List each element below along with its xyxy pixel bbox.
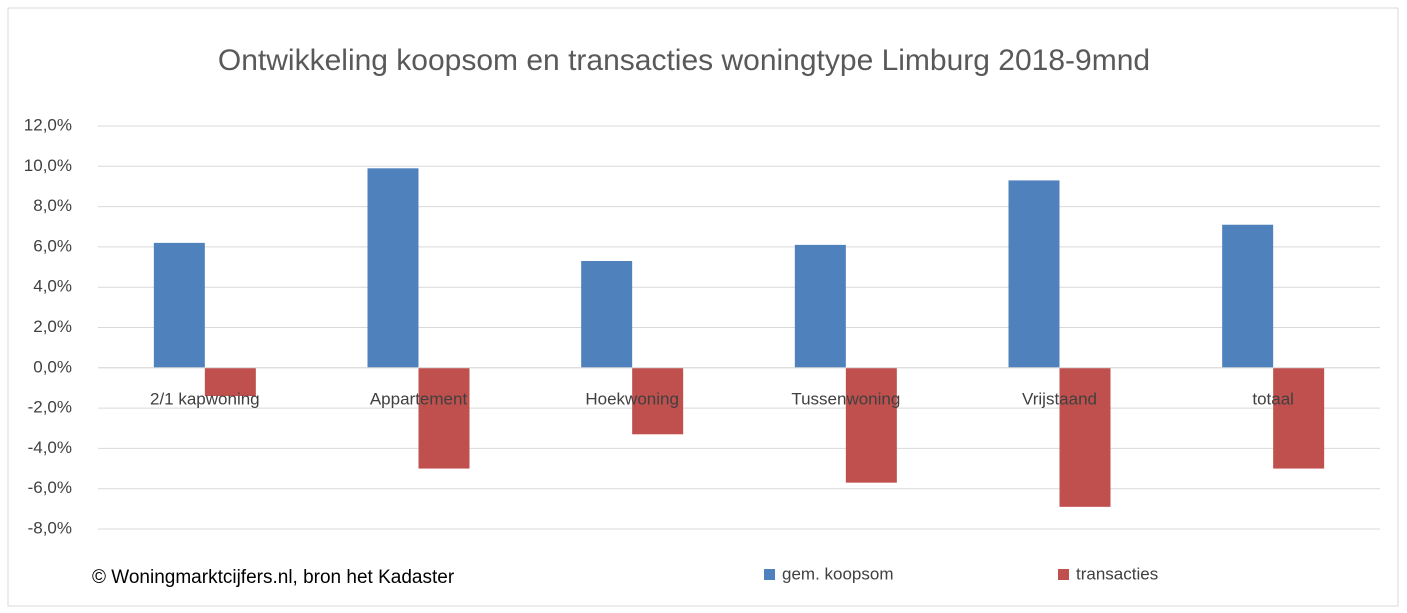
y-tick-label: -6,0% bbox=[28, 478, 72, 497]
x-tick-label: Vrijstaand bbox=[1022, 389, 1097, 408]
chart-title: Ontwikkeling koopsom en transacties woni… bbox=[218, 44, 1150, 77]
bar bbox=[367, 168, 419, 368]
y-tick-label: -8,0% bbox=[28, 518, 72, 537]
bar bbox=[1059, 367, 1111, 507]
bar bbox=[1008, 180, 1060, 368]
x-tick-label: Hoekwoning bbox=[585, 389, 679, 408]
x-tick-label: 2/1 kapwoning bbox=[150, 389, 260, 408]
bar bbox=[632, 367, 684, 435]
y-tick-label: 8,0% bbox=[33, 196, 72, 215]
annotation: © Woningmarktcijfers.nl, bron het Kadast… bbox=[92, 567, 455, 588]
legend-label: gem. koopsom bbox=[782, 564, 894, 583]
y-tick-label: -2,0% bbox=[28, 398, 72, 417]
bar bbox=[204, 367, 256, 397]
x-tick-label: Tussenwoning bbox=[791, 389, 900, 408]
y-tick-label: 12,0% bbox=[24, 115, 72, 134]
legend-swatch bbox=[764, 569, 775, 580]
bar bbox=[1273, 367, 1325, 469]
y-tick-label: 2,0% bbox=[33, 317, 72, 336]
bar bbox=[845, 367, 897, 483]
legend-label: transacties bbox=[1076, 564, 1158, 583]
y-tick-label: -4,0% bbox=[28, 438, 72, 457]
y-tick-label: 4,0% bbox=[33, 277, 72, 296]
y-tick-label: 6,0% bbox=[33, 236, 72, 255]
y-tick-label: 10,0% bbox=[24, 156, 72, 175]
bar bbox=[1222, 224, 1274, 368]
x-tick-label: Appartement bbox=[370, 389, 468, 408]
bar bbox=[418, 367, 470, 469]
x-tick-label: totaal bbox=[1252, 389, 1294, 408]
bar bbox=[153, 242, 205, 368]
bar bbox=[794, 244, 846, 368]
chart-frame bbox=[7, 7, 1399, 607]
legend-swatch bbox=[1058, 569, 1069, 580]
y-tick-label: 0,0% bbox=[33, 357, 72, 376]
bar bbox=[581, 261, 633, 368]
